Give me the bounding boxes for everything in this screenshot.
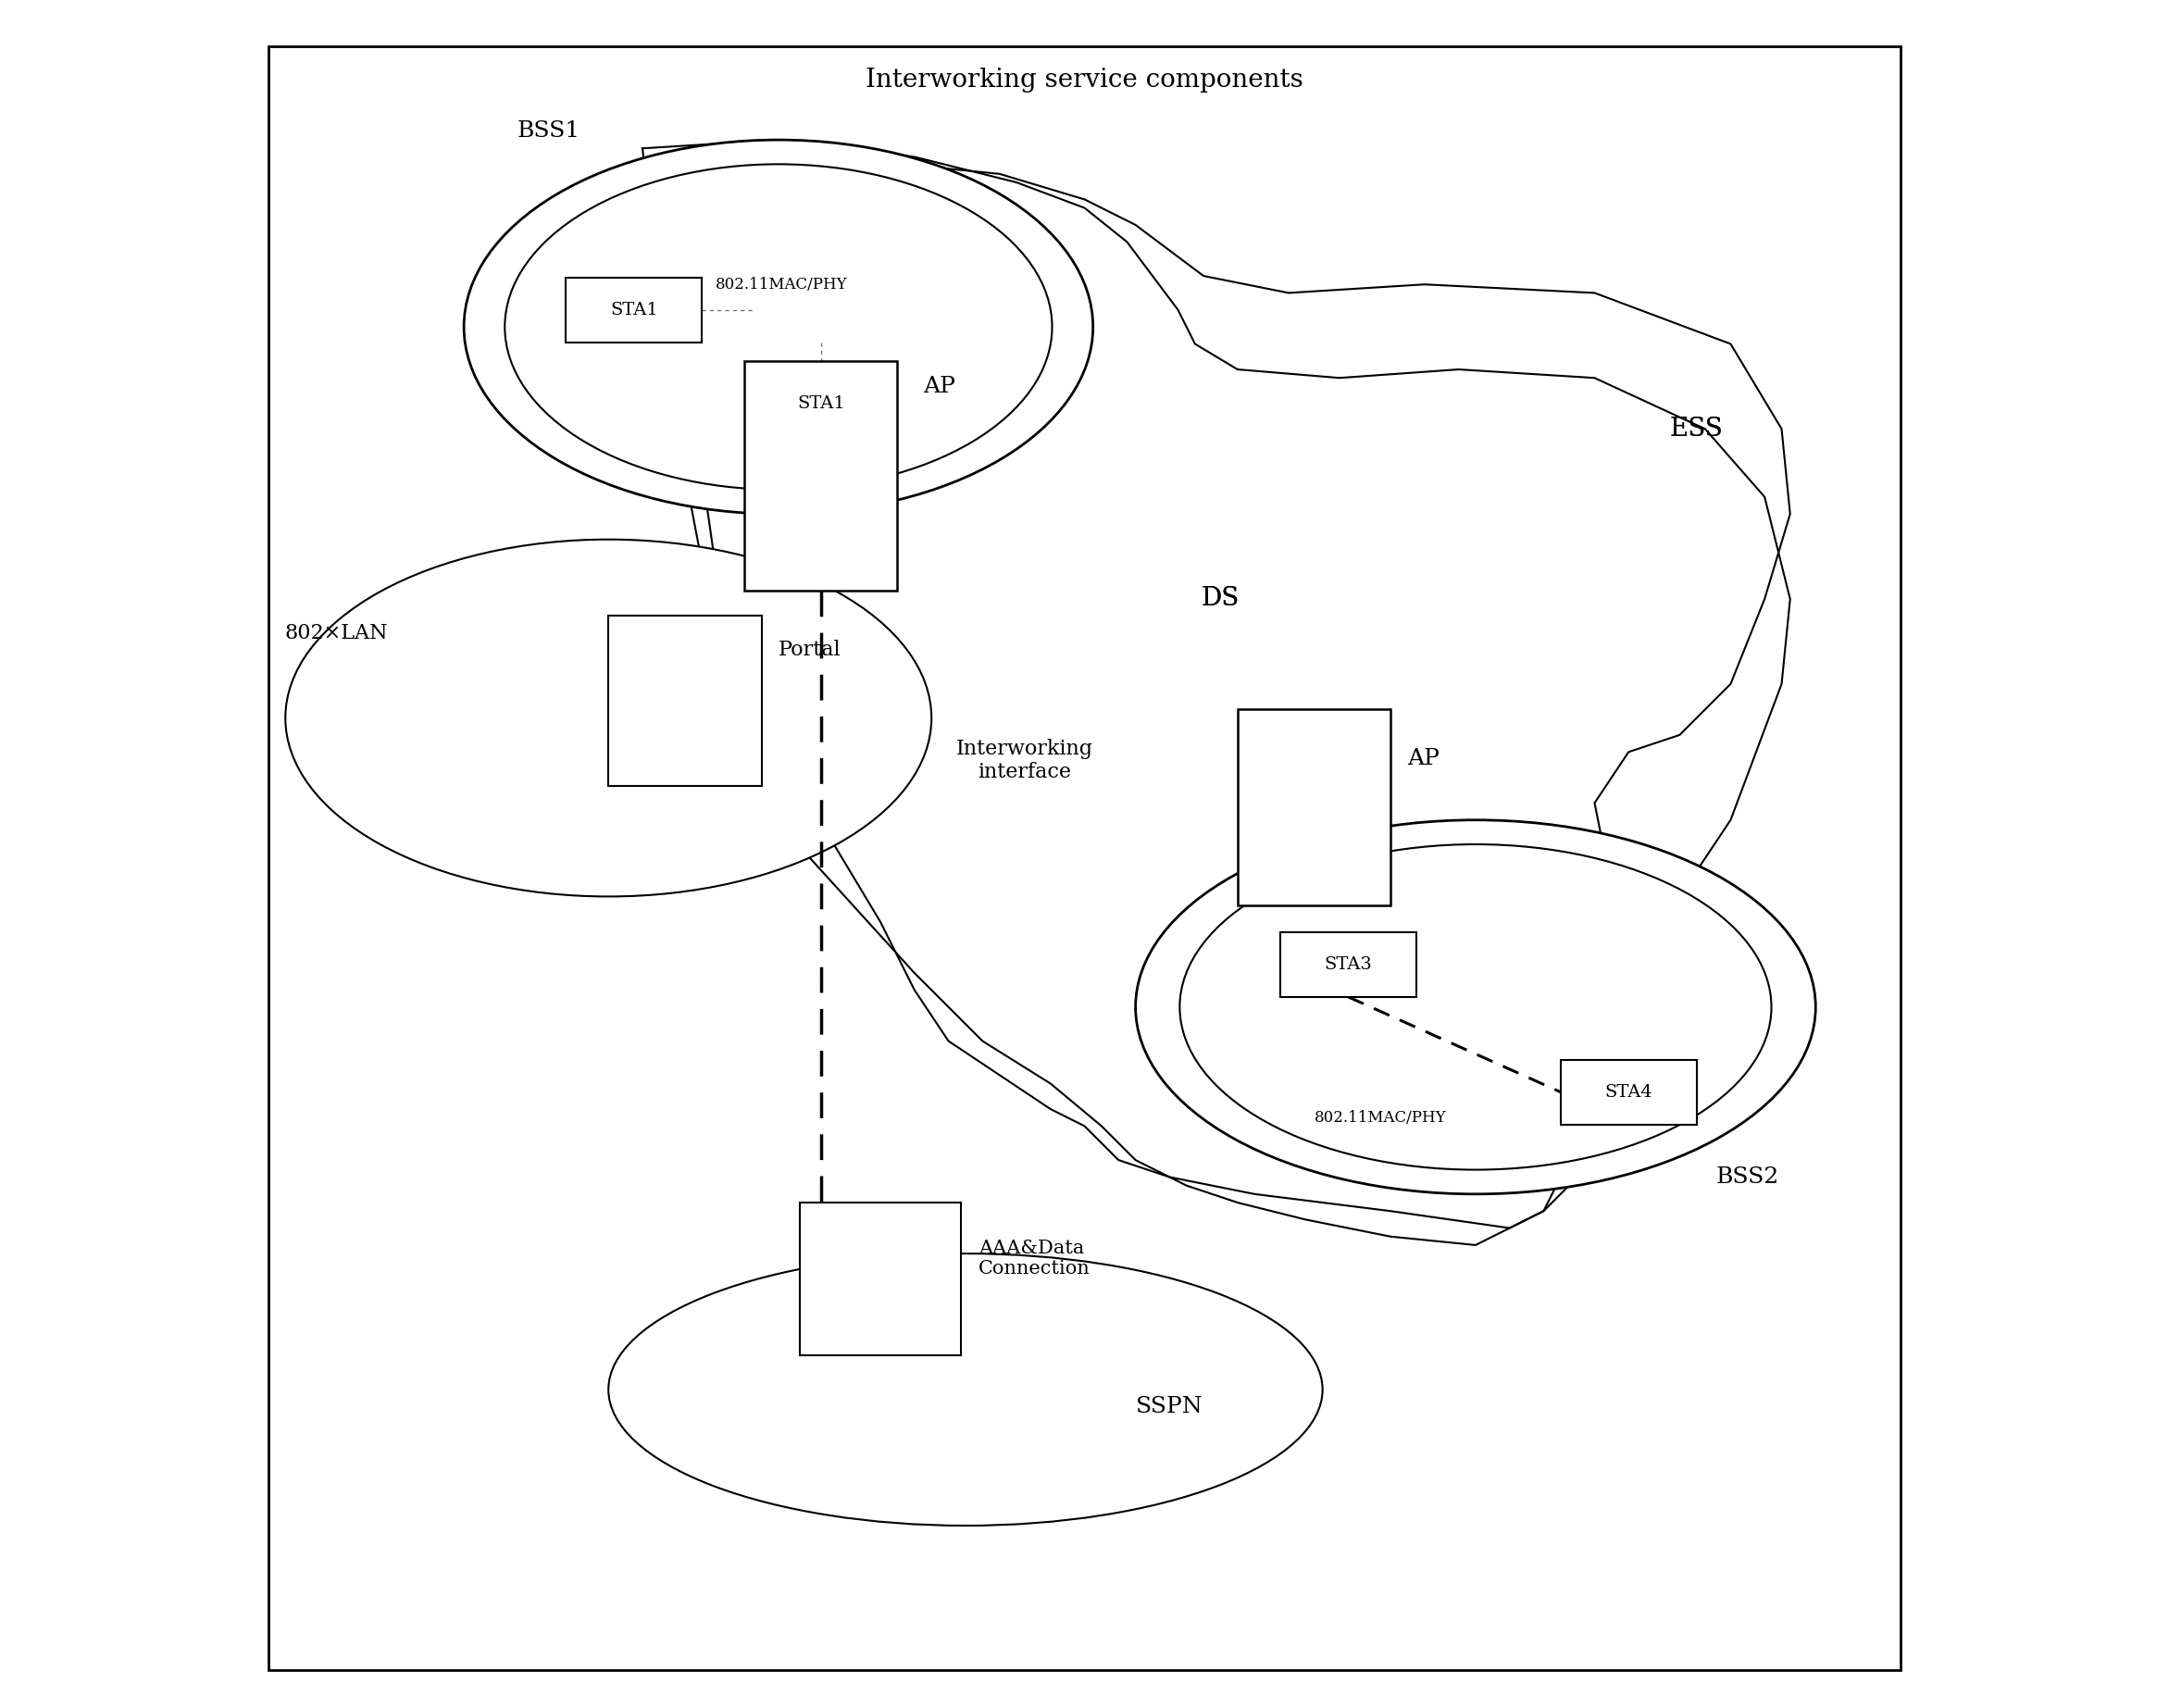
Text: STA1: STA1 [796, 395, 846, 412]
Text: 802.11MAC/PHY: 802.11MAC/PHY [716, 277, 848, 292]
Text: AP: AP [1408, 748, 1440, 769]
Text: Interworking
interface: Interworking interface [957, 738, 1093, 782]
FancyBboxPatch shape [1238, 709, 1390, 905]
Ellipse shape [464, 140, 1093, 514]
Text: ESS: ESS [1670, 417, 1724, 441]
Text: Interworking service components: Interworking service components [865, 68, 1304, 92]
Text: DS: DS [1202, 586, 1241, 611]
Ellipse shape [505, 164, 1052, 490]
Text: STA4: STA4 [1605, 1083, 1653, 1100]
Text: SSPN: SSPN [1137, 1395, 1204, 1418]
Text: 802.11MAC/PHY: 802.11MAC/PHY [1314, 1110, 1447, 1126]
Ellipse shape [286, 540, 931, 897]
FancyBboxPatch shape [744, 360, 898, 591]
Text: BSS2: BSS2 [1716, 1167, 1779, 1187]
FancyBboxPatch shape [800, 1202, 961, 1356]
Ellipse shape [1137, 820, 1815, 1194]
FancyBboxPatch shape [1280, 933, 1416, 997]
Ellipse shape [609, 1254, 1323, 1525]
Ellipse shape [1180, 844, 1772, 1170]
Text: AP: AP [924, 376, 954, 396]
FancyBboxPatch shape [566, 278, 703, 342]
Text: STA1: STA1 [609, 302, 657, 318]
FancyBboxPatch shape [609, 617, 761, 786]
Text: Portal: Portal [779, 640, 842, 661]
Text: STA3: STA3 [1323, 956, 1373, 974]
FancyBboxPatch shape [269, 46, 1900, 1670]
FancyBboxPatch shape [1560, 1059, 1696, 1124]
Text: ESS: ESS [1670, 417, 1724, 441]
Text: DS: DS [1202, 586, 1241, 611]
Text: BSS1: BSS1 [518, 121, 581, 142]
Text: 802×LAN: 802×LAN [284, 623, 388, 644]
Text: AAA&Data
Connection: AAA&Data Connection [978, 1240, 1091, 1278]
